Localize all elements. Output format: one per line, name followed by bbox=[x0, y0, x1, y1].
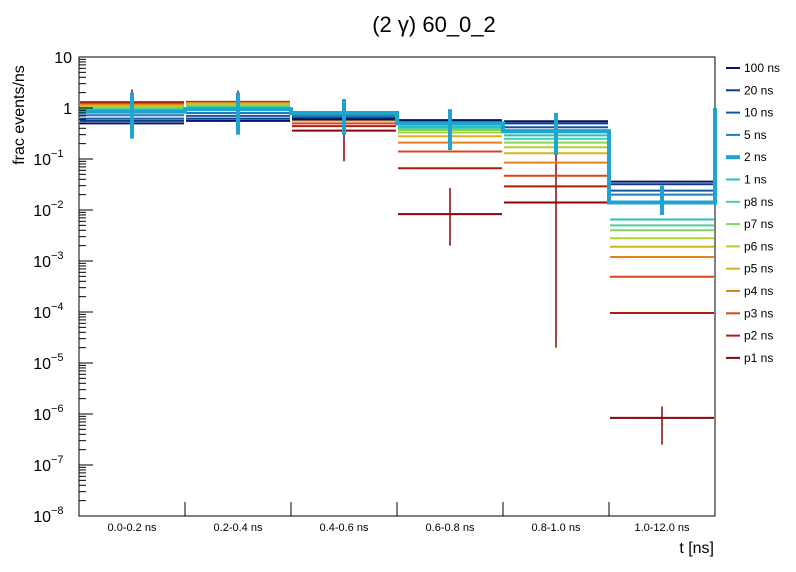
legend-label: 1 ns bbox=[744, 173, 767, 187]
y-tick-label: 10 −7 bbox=[33, 454, 63, 475]
y-tick-base: 1 bbox=[63, 101, 72, 118]
legend-label: p6 ns bbox=[744, 239, 773, 253]
y-tick-label: 10 −1 bbox=[33, 148, 63, 169]
x-tick-label: 0.0-0.2 ns bbox=[108, 522, 157, 534]
y-tick-base: 10 bbox=[33, 458, 51, 475]
y-tick-label: 10 bbox=[54, 50, 72, 67]
legend-label: p1 ns bbox=[744, 351, 773, 365]
legend-item: 2 ns bbox=[726, 150, 767, 164]
y-tick-label: 10 −3 bbox=[33, 250, 63, 271]
y-tick-label: 10 −8 bbox=[33, 505, 63, 526]
plot-frame bbox=[78, 56, 716, 517]
y-tick-exponent: −1 bbox=[51, 148, 64, 160]
y-tick-base: 10 bbox=[33, 305, 51, 322]
legend-label: 2 ns bbox=[744, 150, 767, 164]
legend-item: 100 ns bbox=[726, 61, 780, 75]
chart-title: (2 γ) 60_0_2 bbox=[372, 12, 496, 37]
legend-item: 10 ns bbox=[726, 106, 773, 120]
series-p2-ns bbox=[80, 101, 714, 315]
legend-item: p6 ns bbox=[726, 239, 773, 253]
x-tick-label: 0.4-0.6 ns bbox=[320, 522, 369, 534]
series-layer bbox=[79, 89, 717, 445]
legend-item: p8 ns bbox=[726, 195, 773, 209]
legend-item: p1 ns bbox=[726, 351, 773, 365]
legend-label: 5 ns bbox=[744, 128, 767, 142]
y-tick-exponent: −2 bbox=[51, 199, 64, 211]
y-tick-exponent: −8 bbox=[51, 505, 64, 517]
legend-label: p2 ns bbox=[744, 329, 773, 343]
y-tick-base: 10 bbox=[54, 50, 72, 67]
x-tick-label: 0.8-1.0 ns bbox=[532, 522, 581, 534]
x-axis: 0.0-0.2 ns 0.2-0.4 ns 0.4-0.6 ns 0.6-0.8 ns… bbox=[78, 502, 716, 534]
step-outline bbox=[79, 107, 717, 205]
series-20-ns bbox=[80, 117, 714, 186]
legend-label: p3 ns bbox=[744, 306, 773, 320]
legend-item: p4 ns bbox=[726, 284, 773, 298]
y-tick-base: 10 bbox=[33, 356, 51, 373]
y-tick-label: 10 −2 bbox=[33, 199, 63, 220]
series-10-ns bbox=[80, 114, 714, 192]
legend-item: p7 ns bbox=[726, 217, 773, 231]
legend-item: p5 ns bbox=[726, 262, 773, 276]
legend-label: p4 ns bbox=[744, 284, 773, 298]
legend: 100 ns 20 ns 10 ns 5 ns 2 ns 1 ns p8 ns p7 ns p6… bbox=[726, 61, 780, 365]
y-tick-exponent: −5 bbox=[51, 352, 64, 364]
x-axis-label: t [ns] bbox=[679, 540, 714, 557]
legend-item: 5 ns bbox=[726, 128, 767, 142]
series-2-ns bbox=[79, 92, 717, 215]
legend-item: 20 ns bbox=[726, 83, 773, 97]
y-tick-label: 1 bbox=[63, 101, 72, 118]
legend-label: 20 ns bbox=[744, 83, 773, 97]
series-p4-ns bbox=[80, 102, 714, 258]
legend-item: 1 ns bbox=[726, 173, 767, 187]
legend-label: p5 ns bbox=[744, 262, 773, 276]
y-tick-exponent: −3 bbox=[51, 250, 64, 262]
y-tick-base: 10 bbox=[33, 509, 51, 526]
y-tick-exponent: −7 bbox=[51, 454, 64, 466]
y-tick-label: 10 −6 bbox=[33, 403, 63, 424]
y-axis-label: frac events/ns bbox=[11, 65, 28, 165]
y-tick-base: 10 bbox=[33, 152, 51, 169]
legend-label: 10 ns bbox=[744, 106, 773, 120]
y-tick-exponent: −6 bbox=[51, 403, 64, 415]
legend-label: p7 ns bbox=[744, 217, 773, 231]
x-tick-label: 0.6-0.8 ns bbox=[426, 522, 475, 534]
legend-item: p2 ns bbox=[726, 329, 773, 343]
y-tick-label: 10 −5 bbox=[33, 352, 63, 373]
y-tick-label: 10 −4 bbox=[33, 301, 63, 322]
y-tick-exponent: −4 bbox=[51, 301, 64, 313]
y-tick-base: 10 bbox=[33, 407, 51, 424]
x-tick-label: 1.0-12.0 ns bbox=[634, 522, 690, 534]
y-tick-base: 10 bbox=[33, 254, 51, 271]
legend-label: 100 ns bbox=[744, 61, 780, 75]
legend-label: p8 ns bbox=[744, 195, 773, 209]
x-tick-label: 0.2-0.4 ns bbox=[214, 522, 263, 534]
legend-item: p3 ns bbox=[726, 306, 773, 320]
y-tick-base: 10 bbox=[33, 203, 51, 220]
series-100-ns bbox=[80, 118, 714, 183]
series-p1-ns bbox=[80, 89, 714, 445]
